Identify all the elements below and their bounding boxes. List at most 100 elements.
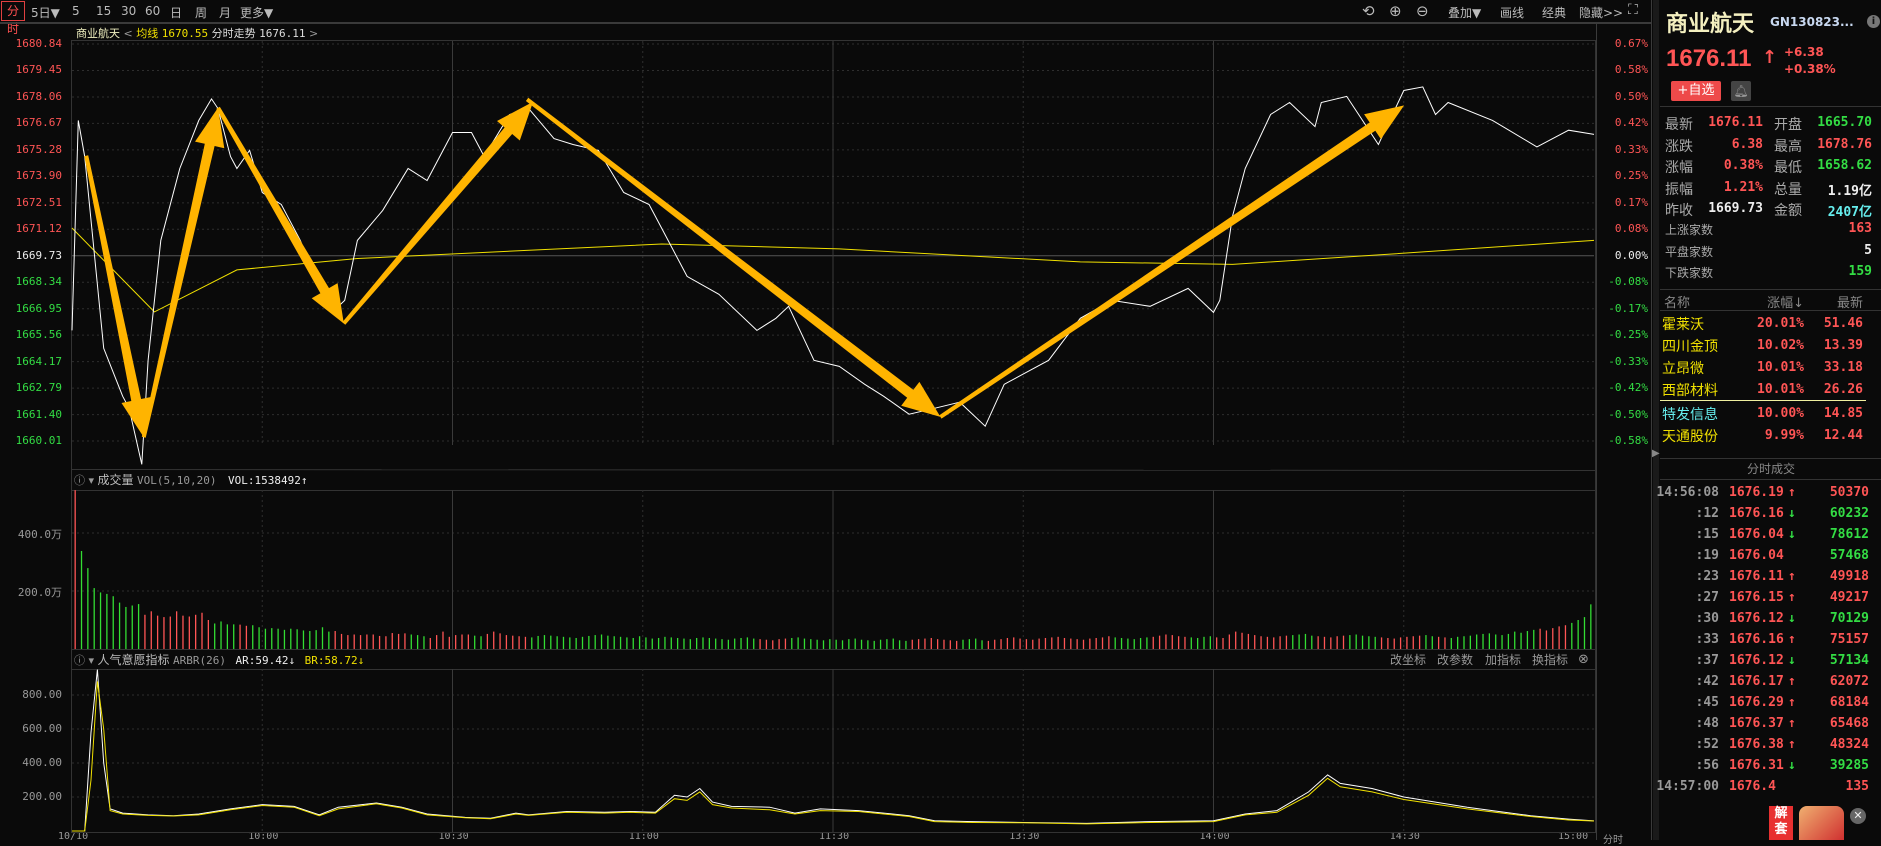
stock-last: 13.39 bbox=[1823, 338, 1863, 353]
price-axis-label: 1672.51 bbox=[15, 195, 62, 209]
prev-arrow[interactable]: < bbox=[123, 27, 133, 40]
tab-5min[interactable]: 5 bbox=[72, 4, 80, 18]
close-indicator-icon[interactable]: ⊗ bbox=[1578, 652, 1589, 667]
undo-icon[interactable]: ⟲ bbox=[1362, 2, 1375, 20]
percent-axis-label: 0.58% bbox=[1614, 63, 1648, 77]
avg-value: 1670.55 bbox=[161, 27, 209, 40]
trade-volume: 49918 bbox=[1829, 569, 1869, 584]
arbr-axis-400: 400.00 bbox=[22, 756, 62, 769]
tab-month[interactable]: 月 bbox=[219, 6, 232, 20]
trend-value: 1676.11 bbox=[259, 27, 306, 40]
fullscreen-icon[interactable]: ⛶ bbox=[1628, 2, 1638, 18]
annotation-arrow[interactable] bbox=[216, 106, 344, 324]
arbr-params: ARBR(26) bbox=[173, 654, 227, 667]
percent-axis-label: -0.25% bbox=[1608, 328, 1648, 342]
tab-day[interactable]: 日 bbox=[170, 6, 183, 20]
percent-axis-label: 0.17% bbox=[1614, 195, 1648, 209]
percent-axis-label: -0.08% bbox=[1608, 275, 1648, 289]
tab-60min[interactable]: 60 bbox=[145, 4, 161, 18]
price-axis-label: 1675.28 bbox=[15, 142, 62, 156]
list-header-name[interactable]: 名称 bbox=[1664, 296, 1691, 311]
promo-image[interactable] bbox=[1799, 806, 1844, 840]
percent-axis-label: 0.25% bbox=[1614, 169, 1648, 183]
time-axis-label: 15:00 bbox=[1558, 831, 1589, 842]
annotation-arrow[interactable] bbox=[342, 101, 534, 325]
info-icon[interactable]: i bbox=[1867, 15, 1880, 28]
stat-label: 昨收 bbox=[1665, 203, 1693, 219]
close-promo-icon[interactable]: ✕ bbox=[1850, 808, 1866, 824]
panel-scrollbar[interactable] bbox=[1653, 0, 1659, 840]
trade-price: 1676.31 bbox=[1729, 758, 1784, 773]
tab-more[interactable]: 更多▼ bbox=[240, 6, 274, 20]
annotation-arrow[interactable] bbox=[525, 97, 941, 417]
next-arrow[interactable]: > bbox=[308, 27, 319, 40]
draw-button[interactable]: 画线 bbox=[1500, 6, 1525, 20]
help-icon[interactable]: ⓘ bbox=[74, 654, 85, 667]
list-header-last[interactable]: 最新 bbox=[1836, 296, 1863, 311]
price-axis-label: 1660.01 bbox=[15, 434, 62, 448]
constituent-row[interactable]: 立昂微 10.01% 33.18 bbox=[1652, 357, 1881, 379]
volume-params: VOL(5,10,20) bbox=[137, 474, 217, 487]
constituent-row[interactable]: 天通股份 9.99% 12.44 bbox=[1652, 425, 1881, 447]
time-axis-label: 10:30 bbox=[438, 831, 469, 842]
trade-time: :48 bbox=[1695, 716, 1719, 731]
annotation-arrow[interactable] bbox=[84, 155, 151, 438]
br-line bbox=[72, 681, 1595, 832]
trades-title: 分时成交 bbox=[1660, 458, 1881, 480]
stock-name: 西部材料 bbox=[1662, 383, 1718, 399]
trade-volume: 49217 bbox=[1829, 590, 1869, 605]
stat-label: 金额 bbox=[1774, 203, 1802, 219]
annotation-arrow[interactable] bbox=[141, 107, 225, 438]
trade-time: :33 bbox=[1695, 632, 1719, 647]
time-axis-label: 11:00 bbox=[628, 831, 659, 842]
intraday-chart[interactable] bbox=[0, 0, 1651, 840]
breadth-label: 上涨家数 bbox=[1665, 223, 1714, 237]
trade-time: :42 bbox=[1695, 674, 1719, 689]
constituent-row[interactable]: 四川金顶 10.02% 13.39 bbox=[1652, 335, 1881, 357]
price-axis-label: 1665.56 bbox=[15, 328, 62, 342]
list-header-pct[interactable]: 涨幅↓ bbox=[1767, 296, 1804, 311]
trade-direction-icon: ↑ bbox=[1788, 485, 1796, 500]
br-value: BR:58.72↓ bbox=[304, 654, 365, 667]
overlay-button[interactable]: 叠加▼ bbox=[1448, 6, 1482, 20]
add-indicator-button[interactable]: 加指标 bbox=[1485, 653, 1522, 667]
stock-last: 14.85 bbox=[1823, 406, 1863, 421]
constituent-row[interactable]: 霍莱沃 20.01% 51.46 bbox=[1652, 313, 1881, 335]
stock-name: 霍莱沃 bbox=[1662, 317, 1704, 333]
tab-intraday[interactable]: 分时 bbox=[1, 1, 25, 36]
trade-price: 1676.17 bbox=[1729, 674, 1784, 689]
tab-week[interactable]: 周 bbox=[195, 6, 208, 20]
constituent-row[interactable]: 特发信息 10.00% 14.85 bbox=[1652, 403, 1881, 425]
tab-15min[interactable]: 15 bbox=[96, 4, 112, 18]
tab-30min[interactable]: 30 bbox=[121, 4, 137, 18]
zoom-out-icon[interactable]: ⊖ bbox=[1416, 2, 1429, 20]
add-watchlist-button[interactable]: +自选 bbox=[1671, 81, 1721, 101]
classic-button[interactable]: 经典 bbox=[1542, 6, 1567, 20]
trade-time: :56 bbox=[1695, 758, 1719, 773]
help-icon[interactable]: ⓘ bbox=[74, 474, 85, 487]
trade-row: :45 1676.29 ↑ 68184 bbox=[1652, 693, 1881, 714]
price-axis-label: 1673.90 bbox=[15, 169, 62, 183]
promo-badge[interactable]: 解套 bbox=[1769, 806, 1793, 840]
alert-bell-icon[interactable]: 🔔︎ bbox=[1731, 81, 1751, 101]
change-axis-button[interactable]: 改坐标 bbox=[1390, 653, 1427, 667]
dropdown-icon[interactable]: ▾ bbox=[88, 474, 95, 487]
annotation-arrow[interactable] bbox=[939, 105, 1405, 419]
price-lines bbox=[71, 86, 1595, 832]
dropdown-icon[interactable]: ▾ bbox=[88, 654, 95, 667]
collapse-handle-icon[interactable]: ▶ bbox=[1652, 448, 1660, 459]
zoom-in-icon[interactable]: ⊕ bbox=[1389, 2, 1402, 20]
stat-label: 最低 bbox=[1774, 160, 1802, 176]
hide-panel-button[interactable]: 隐藏>> bbox=[1579, 6, 1624, 20]
arbr-panel-header: ⓘ ▾ 人气意愿指标 ARBR(26) AR:59.42↓ BR:58.72↓ bbox=[74, 651, 364, 669]
percent-axis-label: -0.17% bbox=[1608, 301, 1648, 315]
change-params-button[interactable]: 改参数 bbox=[1437, 653, 1474, 667]
constituent-row[interactable]: 西部材料 10.01% 26.26 bbox=[1652, 379, 1881, 401]
trade-volume: 39285 bbox=[1829, 758, 1869, 773]
divider bbox=[1660, 106, 1881, 107]
trade-price: 1676.38 bbox=[1729, 737, 1784, 752]
tab-5day[interactable]: 5日▼ bbox=[31, 6, 60, 20]
trade-time: :23 bbox=[1695, 569, 1719, 584]
trade-price: 1676.11 bbox=[1729, 569, 1784, 584]
switch-indicator-button[interactable]: 换指标 bbox=[1532, 653, 1569, 667]
